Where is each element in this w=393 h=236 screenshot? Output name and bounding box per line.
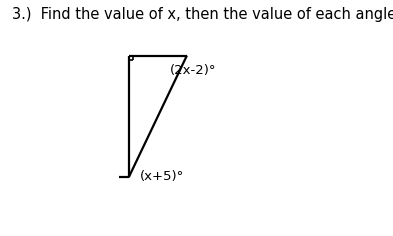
Text: (2x-2)°: (2x-2)° (170, 64, 216, 77)
Text: (x+5)°: (x+5)° (140, 170, 184, 183)
Text: 3.)  Find the value of x, then the value of each angle:: 3.) Find the value of x, then the value … (12, 7, 393, 22)
